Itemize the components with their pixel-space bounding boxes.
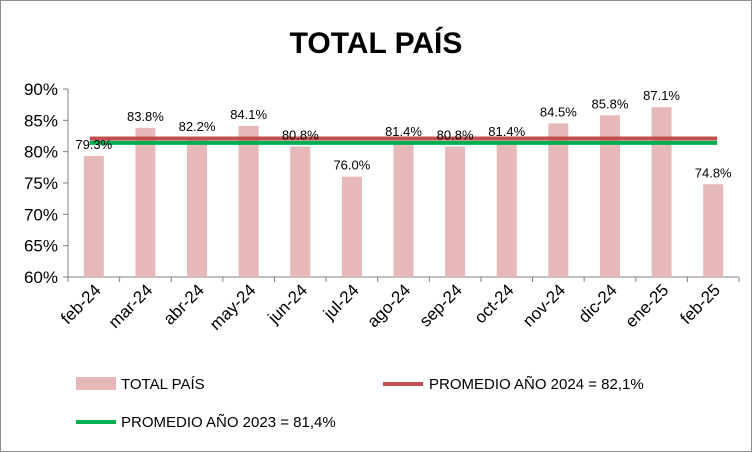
y-tick-label: 85% [24, 111, 58, 130]
bar-ene-25 [651, 107, 672, 277]
bar-sep-24 [445, 146, 466, 277]
data-label-mar-24: 83.8% [127, 109, 164, 124]
data-label-nov-24: 84.5% [540, 104, 577, 119]
data-label-oct-24: 81.4% [488, 124, 525, 139]
legend-label-total-pais: TOTAL PAÍS [121, 376, 205, 393]
bar-nov-24 [548, 123, 569, 277]
x-tick-label-jul-24: jul-24 [319, 280, 363, 324]
bar-jun-24 [290, 146, 311, 277]
x-tick-label-dic-24: dic-24 [575, 280, 621, 326]
plot-area: 60% 65% 70% 75% 80% 85% 90% 79.3% 83.8% 82.2% 84.1… [24, 80, 740, 334]
x-tick-label-ene-25: ene-25 [622, 280, 673, 331]
data-label-feb-25: 74.8% [695, 165, 732, 180]
legend: TOTAL PAÍS PROMEDIO AÑO 2024 = 82,1% PRO… [76, 376, 644, 431]
data-label-dic-24: 85.8% [592, 96, 629, 111]
data-label-abr-24: 82.2% [179, 119, 216, 134]
x-tick-label-jun-24: jun-24 [264, 280, 312, 328]
bar-oct-24 [496, 142, 517, 277]
y-tick-label: 75% [24, 174, 58, 193]
bar-may-24 [238, 125, 259, 278]
chart-title: TOTAL PAÍS [290, 26, 463, 60]
bar-jul-24 [341, 176, 362, 277]
x-tick-label-nov-24: nov-24 [519, 280, 569, 330]
x-tick-label-abr-24: abr-24 [160, 280, 208, 328]
x-tick-label-feb-25: feb-25 [677, 280, 725, 328]
legend-label-promedio-2024: PROMEDIO AÑO 2024 = 82,1% [429, 376, 644, 393]
data-label-jul-24: 76.0% [333, 158, 370, 173]
bar-abr-24 [187, 137, 208, 277]
data-label-jun-24: 80.8% [282, 128, 319, 143]
x-tick-label-may-24: may-24 [206, 280, 260, 334]
y-tick-label: 60% [24, 268, 58, 287]
x-tick-label-feb-24: feb-24 [57, 280, 105, 328]
y-tick-label: 70% [24, 205, 58, 224]
x-tick-label-oct-24: oct-24 [471, 280, 518, 327]
data-label-feb-24: 79.3% [75, 137, 112, 152]
y-tick-label: 65% [24, 237, 58, 256]
data-label-ago-24: 81.4% [385, 124, 422, 139]
bar-dic-24 [599, 115, 620, 277]
data-label-ene-25: 87.1% [643, 88, 680, 103]
bar-mar-24 [135, 127, 156, 277]
x-tick-label-mar-24: mar-24 [105, 280, 157, 332]
bar-feb-24 [83, 156, 104, 277]
x-tick-label-ago-24: ago-24 [363, 280, 414, 331]
legend-swatch-total-pais [76, 377, 116, 390]
legend-label-promedio-2023: PROMEDIO AÑO 2023 = 81,4% [121, 414, 336, 431]
data-label-sep-24: 80.8% [437, 128, 474, 143]
bar-feb-25 [703, 184, 724, 277]
data-label-may-24: 84.1% [230, 107, 267, 122]
x-tick-label-sep-24: sep-24 [416, 280, 466, 330]
y-tick-label: 80% [24, 143, 58, 162]
bar-ago-24 [393, 142, 414, 277]
y-tick-label: 90% [24, 80, 58, 99]
